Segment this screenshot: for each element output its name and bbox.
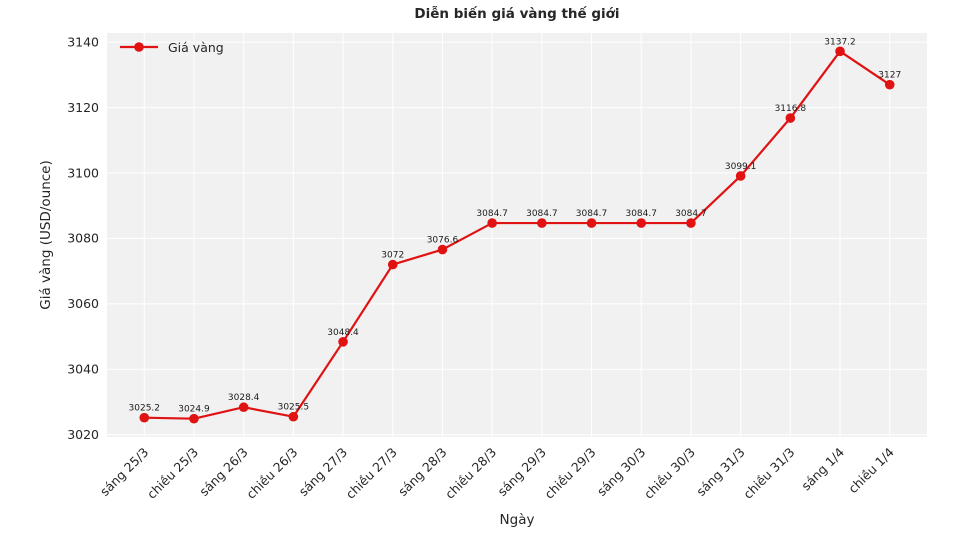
data-point-marker xyxy=(338,337,348,347)
y-tick-label: 3140 xyxy=(67,34,99,49)
data-point-marker xyxy=(835,46,845,57)
data-point-label: 3025.2 xyxy=(129,404,161,414)
x-axis-title: Ngày xyxy=(499,512,535,528)
data-point-label: 3076.6 xyxy=(427,236,459,246)
data-point-label: 3127 xyxy=(878,71,901,81)
y-tick-label: 3120 xyxy=(67,100,99,115)
y-tick-label: 3080 xyxy=(67,231,99,246)
data-point-label: 3048.4 xyxy=(327,328,359,338)
data-point-marker xyxy=(487,218,497,228)
data-point-label: 3084.7 xyxy=(675,209,707,219)
data-point-marker xyxy=(189,413,199,424)
data-point-marker xyxy=(238,402,249,413)
x-tick-label: sáng 1/4 xyxy=(798,444,847,493)
data-point-label: 3137.2 xyxy=(824,37,856,47)
data-point-label: 3084.7 xyxy=(476,209,508,219)
data-point-label: 3084.7 xyxy=(526,209,558,219)
x-tick-label: chiều 27/3 xyxy=(343,445,400,502)
x-tick-label: chiều 1/4 xyxy=(845,444,897,496)
x-tick-label: chiều 28/3 xyxy=(442,445,499,502)
x-tick-label: chiều 31/3 xyxy=(740,445,797,502)
plot-area xyxy=(107,33,927,437)
legend-label: Giá vàng xyxy=(168,39,224,55)
series-line xyxy=(144,50,891,420)
data-point-marker xyxy=(785,113,796,123)
data-point-marker xyxy=(636,218,647,228)
data-point-marker xyxy=(537,218,547,228)
y-tick-label: 3040 xyxy=(67,362,99,377)
data-point-marker xyxy=(586,218,597,228)
data-point-marker xyxy=(387,259,398,270)
data-point-label: 3028.4 xyxy=(228,393,260,403)
data-point-label: 3116.8 xyxy=(775,104,807,114)
x-tick-label: chiều 25/3 xyxy=(144,445,201,502)
data-point-label: 3025.5 xyxy=(278,403,310,413)
data-point-label: 3084.7 xyxy=(576,209,608,219)
y-tick-label: 3020 xyxy=(67,427,99,442)
data-point-label: 3099.1 xyxy=(725,162,757,172)
data-point-marker xyxy=(686,218,696,228)
legend: Giá vàng xyxy=(119,39,224,55)
data-point-label: 3024.9 xyxy=(178,405,210,415)
x-tick-label: chiều 26/3 xyxy=(243,445,300,502)
data-point-marker xyxy=(884,79,895,90)
data-point-marker xyxy=(139,412,150,423)
x-tick-label: chiều 30/3 xyxy=(641,445,698,502)
y-tick-label: 3060 xyxy=(67,296,99,311)
x-tick-label: chiều 29/3 xyxy=(541,445,598,502)
chart-title: Diễn biến giá vàng thế giới xyxy=(414,6,620,22)
data-point-label: 3072 xyxy=(381,251,404,261)
data-point-label: 3084.7 xyxy=(625,209,657,219)
y-tick-label: 3100 xyxy=(67,165,99,180)
data-point-marker xyxy=(288,411,299,422)
data-point-marker xyxy=(735,171,746,181)
data-point-marker xyxy=(437,244,448,255)
legend-marker-icon xyxy=(120,42,158,52)
legend-point xyxy=(134,42,144,52)
